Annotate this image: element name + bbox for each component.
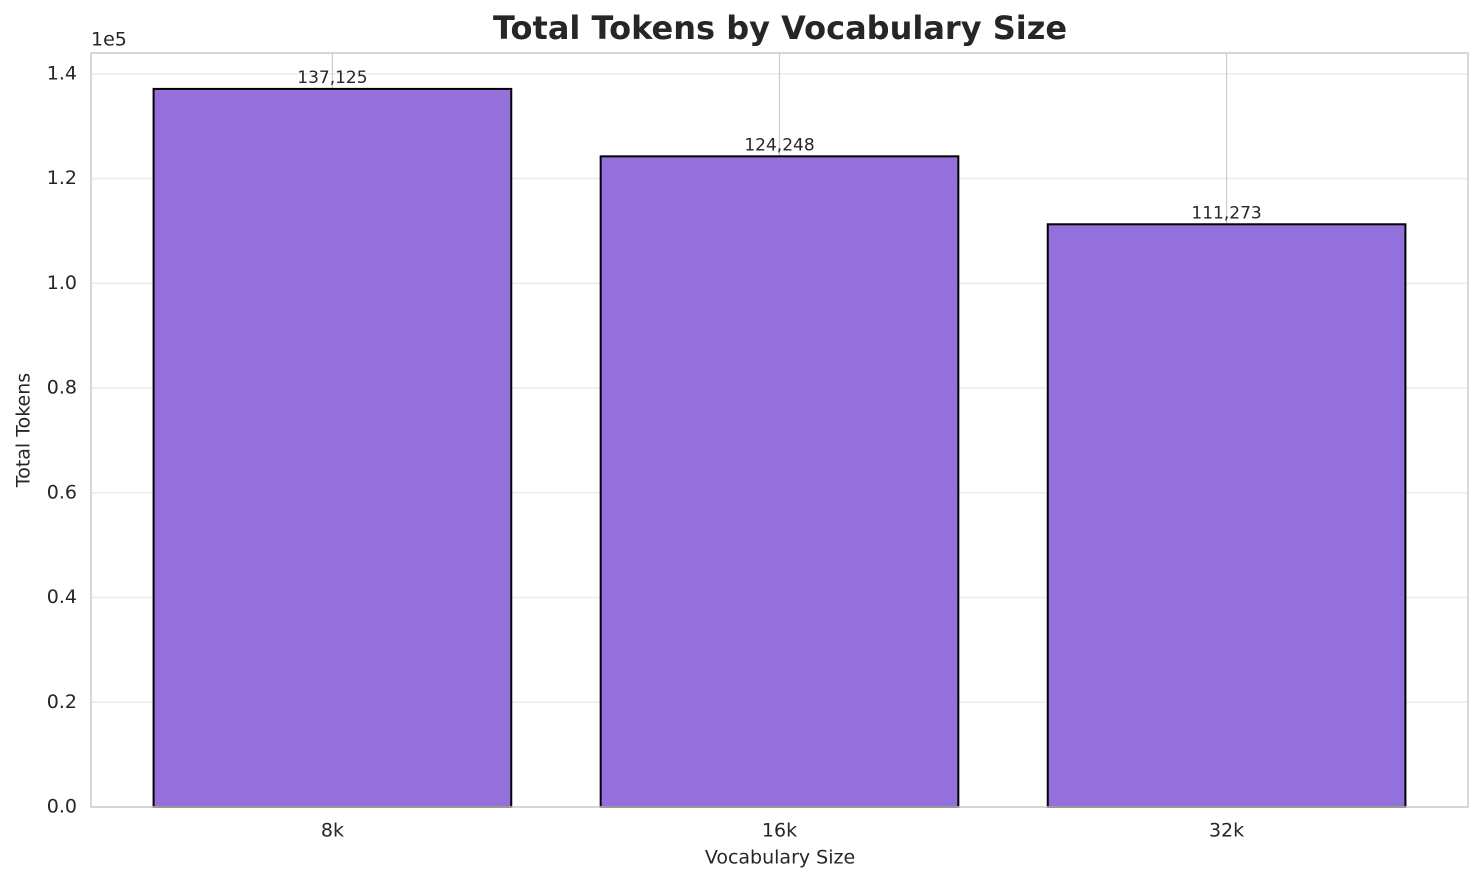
y-tick-label: 0.8 <box>47 377 77 399</box>
plot-frame <box>90 52 1469 808</box>
x-tick-label: 16k <box>762 820 797 842</box>
value-label: 111,273 <box>1191 203 1261 223</box>
bar <box>152 87 513 809</box>
value-label: 137,125 <box>297 68 367 88</box>
chart-title: Total Tokens by Vocabulary Size <box>493 9 1067 47</box>
y-axis-label: Total Tokens <box>13 373 35 488</box>
bar <box>599 155 960 808</box>
y-offset-label: 1e5 <box>91 29 127 51</box>
y-tick-label: 1.4 <box>47 62 77 84</box>
y-tick-label: 1.2 <box>47 167 77 189</box>
bar <box>1046 223 1407 808</box>
x-tick-label: 8k <box>321 820 344 842</box>
y-tick-label: 0.4 <box>47 586 77 608</box>
y-tick-label: 0.6 <box>47 481 77 503</box>
y-tick-label: 0.2 <box>47 691 77 713</box>
x-tick-label: 32k <box>1209 820 1244 842</box>
y-tick-label: 0.0 <box>47 796 77 818</box>
x-axis-label: Vocabulary Size <box>705 847 855 869</box>
y-tick-label: 1.0 <box>47 272 77 294</box>
value-label: 124,248 <box>744 135 814 155</box>
